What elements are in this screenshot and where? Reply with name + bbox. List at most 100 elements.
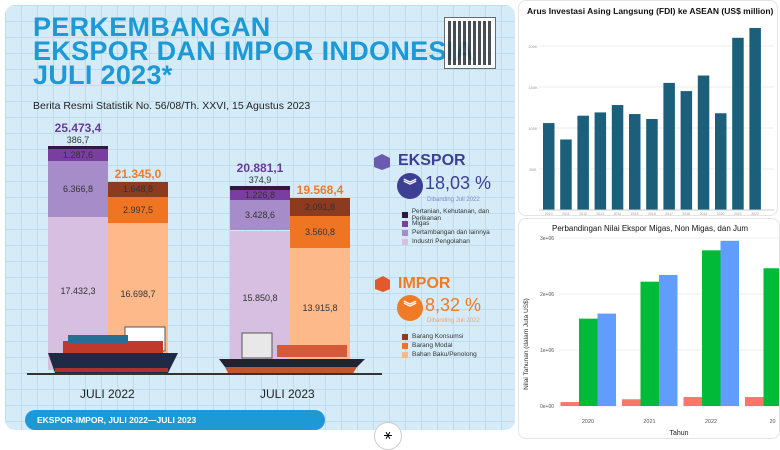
export-container-icon xyxy=(372,153,392,171)
fdi-bar xyxy=(732,38,744,210)
y-axis-label: Nilai Tahunan (dalam Juta US$) xyxy=(523,298,530,390)
segment-value: 13.915,8 xyxy=(290,303,350,313)
x-tick-label: 2014 xyxy=(614,212,622,216)
segment-value: 2.091,8 xyxy=(290,202,350,212)
period-label: JULI 2022 xyxy=(80,387,135,401)
series-bar xyxy=(622,399,641,406)
legend-swatch xyxy=(402,221,408,227)
x-tick-label: 2011 xyxy=(562,212,570,216)
x-axis-label: Tahun xyxy=(669,430,688,437)
x-tick-label: 2022 xyxy=(705,419,717,425)
legend-label: Migas xyxy=(412,220,429,227)
fdi-bar xyxy=(681,91,693,210)
legend-item: Barang Modal xyxy=(402,341,477,350)
fdi-bar xyxy=(577,116,589,210)
legend-item: Industri Pengolahan xyxy=(402,237,515,246)
legend-label: Bahan Baku/Penolong xyxy=(412,351,477,358)
segment-value: 3.428,6 xyxy=(230,210,290,220)
series-bar xyxy=(684,397,703,406)
down-chevrons-icon: ︾ xyxy=(397,295,423,321)
infographic-panel: PERKEMBANGAN EKSPOR DAN IMPOR INDONESIA … xyxy=(5,5,515,430)
impor-legend: Barang Konsumsi Barang Modal Bahan Baku/Pe… xyxy=(402,332,477,359)
legend-label: Barang Konsumsi xyxy=(412,333,463,340)
ekspor-total: 20.881,1 xyxy=(220,161,300,175)
legend-label: Pertambangan dan lainnya xyxy=(412,229,490,236)
series-bar xyxy=(561,402,580,406)
ekspor-heading: EKSPOR xyxy=(398,152,466,170)
legend-item: Barang Konsumsi xyxy=(402,332,477,341)
y-tick-label: 3e+06 xyxy=(540,236,554,242)
series-bar xyxy=(745,397,764,406)
x-tick-label: 2020 xyxy=(717,212,725,216)
fdi-bar xyxy=(715,113,727,210)
legend-swatch xyxy=(402,334,408,340)
legend-swatch xyxy=(402,352,408,358)
segment-value: 1.648,8 xyxy=(108,184,168,194)
impor-heading: IMPOR xyxy=(398,275,450,293)
x-tick-label: 2020 xyxy=(582,419,594,425)
container-ship-icon xyxy=(43,323,183,375)
y-tick-label: 100K xyxy=(528,126,538,131)
infographic-title: PERKEMBANGAN EKSPOR DAN IMPOR INDONESIA … xyxy=(33,15,474,87)
pin-button[interactable]: ⚹ xyxy=(374,422,402,450)
title-line: JULI 2023* xyxy=(33,63,474,87)
fdi-bar xyxy=(663,83,675,210)
qr-code[interactable] xyxy=(445,18,495,68)
down-chevrons-icon: ︾ xyxy=(397,173,423,199)
ekspor-compare: Dibanding Juli 2022 xyxy=(427,197,480,203)
legend-swatch xyxy=(402,239,408,245)
fdi-bar xyxy=(749,28,761,210)
impor-compare: Dibanding Juli 2022 xyxy=(427,318,480,324)
fdi-chart-card: Arus Investasi Asing Langsung (FDI) ke A… xyxy=(518,0,778,216)
y-tick-label: 150K xyxy=(528,85,538,90)
series-bar xyxy=(598,314,617,406)
segment-value: 1.287,6 xyxy=(48,150,108,160)
period-label: JULI 2023 xyxy=(260,387,315,401)
x-tick-label: 2021 xyxy=(734,212,742,216)
x-tick-label: 2018 xyxy=(682,212,690,216)
series-bar xyxy=(641,282,660,406)
segment-value: 6.366,8 xyxy=(48,184,108,194)
legend-swatch xyxy=(402,212,408,218)
segment-value: 17.432,3 xyxy=(48,286,108,296)
y-tick-label: 200K xyxy=(528,44,538,49)
fdi-bar xyxy=(646,119,658,210)
x-tick-label: 2012 xyxy=(579,212,587,216)
series-bar xyxy=(702,250,721,406)
segment-value: 15.850,8 xyxy=(230,293,290,303)
x-tick-label: 2019 xyxy=(700,212,708,216)
fdi-bar xyxy=(543,123,555,210)
impor-total: 19.568,4 xyxy=(280,183,360,197)
x-tick-label: 2016 xyxy=(648,212,656,216)
y-tick-label: 0e+00 xyxy=(540,404,554,410)
legend-item: Bahan Baku/Penolong xyxy=(402,350,477,359)
fdi-bar xyxy=(612,105,624,210)
waterline xyxy=(27,373,382,375)
period-banner: EKSPOR-IMPOR, JULI 2022—JULI 2023 xyxy=(25,410,325,430)
fdi-bar xyxy=(698,76,710,210)
legend-label: Barang Modal xyxy=(412,342,452,349)
segment-value: 3.560,8 xyxy=(290,227,350,237)
legend-swatch xyxy=(402,230,408,236)
series-bar xyxy=(764,268,780,406)
fdi-bar xyxy=(595,112,607,210)
segment-value: 16.698,7 xyxy=(108,289,168,299)
fdi-chart: Arus Investasi Asing Langsung (FDI) ke A… xyxy=(519,1,778,216)
x-tick-label: 2013 xyxy=(596,212,604,216)
cargo-ship-icon xyxy=(217,323,367,375)
legend-swatch xyxy=(402,343,408,349)
segment-value: 2.997,5 xyxy=(108,205,168,215)
legend-item: Pertambangan dan lainnya xyxy=(402,228,515,237)
ekspor-segment xyxy=(48,146,108,149)
ekspor-total: 25.473,4 xyxy=(38,121,118,135)
x-tick-label: 2022 xyxy=(751,212,759,216)
fdi-bar xyxy=(560,139,572,210)
series-bar xyxy=(659,275,678,406)
y-tick-label: 50K xyxy=(529,167,536,172)
x-tick-label: 2021 xyxy=(643,419,655,425)
legend-label: Industri Pengolahan xyxy=(412,238,470,245)
import-container-icon xyxy=(373,275,391,293)
x-tick-label: 2017 xyxy=(665,212,673,216)
impor-change: 8,32 % xyxy=(425,295,481,316)
fdi-bar xyxy=(629,114,641,210)
